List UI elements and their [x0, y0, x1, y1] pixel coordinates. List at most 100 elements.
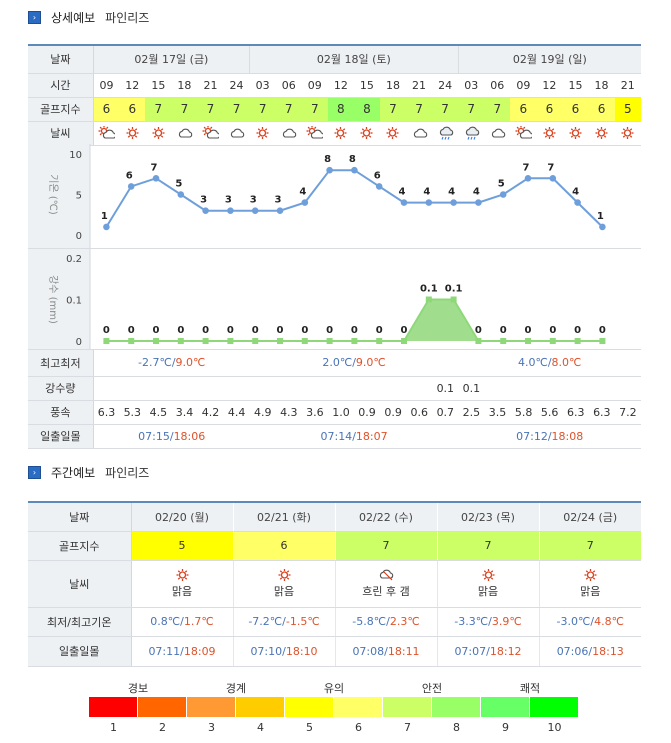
data-label: 0	[252, 325, 259, 336]
weekly-date: 02/21 (화)	[232, 502, 335, 532]
data-label: 0	[525, 325, 532, 336]
precip-cell	[588, 376, 615, 401]
data-label: 0	[351, 325, 358, 336]
sun-cloud-icon	[98, 125, 117, 139]
legend-number: 1	[110, 721, 117, 734]
legend-label: 유의	[323, 682, 345, 695]
golf-index-cell: 7	[171, 97, 198, 122]
temperature-chart: 기온 (℃) 0 5 10 1 6 7 5 3 3 3 3 4 8 8 6 4 4 4 4 5 7 7 4 1	[28, 144, 641, 249]
wind-cell: 1.0	[327, 400, 355, 425]
y-tick-label: 0	[76, 337, 82, 348]
precip-cell	[380, 376, 407, 401]
weather-cell	[93, 121, 120, 146]
data-label: 6	[126, 170, 133, 181]
wind-cell: 4.4	[223, 400, 250, 425]
hour-cell: 12	[536, 73, 563, 98]
precip-cell	[145, 376, 172, 401]
wind-cell: 3.5	[484, 400, 511, 425]
data-label: 0	[500, 325, 507, 336]
legend-label: 경보	[127, 682, 149, 695]
weekly-minmax: -7.2℃/-1.5℃	[232, 607, 335, 637]
day-minmax: 4.0℃/8.0℃	[458, 350, 641, 377]
data-label: 8	[324, 154, 331, 165]
weather-cell	[588, 121, 615, 146]
temp-point	[301, 199, 309, 206]
weather-cell	[614, 121, 641, 146]
detail-forecast-table: 날짜 02월 17일 (금) 02월 18일 (토) 02월 19일 (일) 시간 …	[28, 44, 641, 146]
rain-cloud-icon	[465, 126, 479, 140]
sun-icon	[584, 569, 597, 581]
legend-number: 7	[404, 721, 411, 734]
weather-cell	[327, 121, 354, 146]
golf-index-cell: 6	[119, 97, 146, 122]
temp-point	[475, 199, 482, 206]
golf-index-cell: 7	[249, 97, 276, 122]
sun-cloud-icon	[202, 125, 221, 139]
weekly-weather-text: 맑음	[477, 585, 499, 598]
weekly-golf-index: 7	[436, 531, 539, 561]
hour-cell: 15	[562, 73, 589, 98]
legend-number: 5	[306, 721, 313, 734]
precip-point	[103, 338, 110, 344]
weather-cell	[405, 121, 433, 146]
weekly-weather: 맑음	[232, 560, 335, 608]
data-label: 0	[103, 325, 110, 336]
row-label-time: 시간	[28, 73, 94, 98]
data-label: 4	[448, 187, 455, 198]
weather-cell	[197, 121, 224, 146]
legend-label: 안전	[421, 682, 443, 695]
data-label: 7	[523, 162, 530, 173]
temp-point	[202, 207, 209, 214]
data-label: 0	[177, 325, 184, 336]
weekly-weather-text: 맑음	[580, 585, 601, 598]
hour-cell: 09	[301, 73, 328, 98]
weather-cell	[510, 121, 537, 146]
data-label: 3	[275, 195, 282, 206]
sun-icon	[360, 127, 373, 139]
hour-cell: 21	[197, 73, 224, 98]
legend-number: 3	[208, 721, 215, 734]
weekly-weather-text: 흐린 후 갬	[362, 585, 410, 598]
golf-index-cell: 7	[405, 97, 433, 122]
data-label: 3	[200, 195, 207, 206]
sun-cloud-icon	[515, 125, 534, 139]
precip-point	[277, 338, 283, 344]
hour-cell: 15	[353, 73, 380, 98]
weekly-label-sun: 일출일몰	[28, 636, 132, 667]
wind-cell: 6.3	[588, 400, 615, 425]
wind-cell: 6.3	[93, 400, 120, 425]
golf-index-cell: 7	[145, 97, 172, 122]
legend-number: 6	[355, 721, 362, 734]
weekly-date: 02/23 (목)	[436, 502, 539, 532]
sun-icon	[543, 127, 556, 139]
weekly-minmax: -5.8℃/2.3℃	[334, 607, 437, 637]
data-label: 7	[547, 162, 554, 173]
y-axis-label: 강수 (mm)	[47, 275, 59, 324]
weekly-sunrise-sunset: 07:07/18:12	[436, 636, 539, 667]
legend-number: 10	[547, 721, 562, 734]
precip-point	[475, 338, 482, 344]
data-label: 4	[572, 187, 579, 198]
data-label: 0	[326, 325, 333, 336]
weekly-minmax: 0.8℃/1.7℃	[130, 607, 233, 637]
weekly-label-date: 날짜	[28, 502, 132, 532]
precip-cell	[275, 376, 302, 401]
data-label: 4	[299, 187, 306, 198]
hour-cell: 21	[405, 73, 433, 98]
precip-point	[301, 338, 308, 344]
temp-point	[450, 199, 457, 206]
precipitation-chart: 강수 (mm) 0 0.1 0.2 0 0 0 0 0 0 0 0 0 0 0 0 0 0.1 0.1 0 0 0 0 0 0	[28, 249, 641, 350]
data-label: 0	[153, 325, 160, 336]
weekly-sunrise-sunset: 07:06/18:13	[538, 636, 641, 667]
data-label: 0	[376, 325, 383, 336]
y-tick-label: 10	[69, 150, 82, 161]
data-label: 1	[597, 211, 604, 222]
data-label: 3	[225, 195, 232, 206]
precip-cell	[223, 376, 250, 401]
temp-point	[152, 175, 160, 182]
wind-cell: 2.5	[458, 400, 485, 425]
temp-point	[599, 223, 606, 231]
golf-index-cell: 7	[223, 97, 250, 122]
y-tick-label: 0	[76, 231, 82, 242]
weekly-forecast-table: 날짜 02/20 (월) 02/21 (화) 02/22 (수) 02/23 (목) 0…	[28, 501, 641, 667]
